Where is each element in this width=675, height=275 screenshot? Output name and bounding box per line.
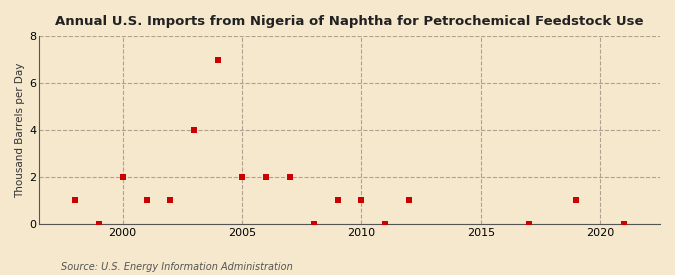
Point [332, 198, 343, 203]
Title: Annual U.S. Imports from Nigeria of Naphtha for Petrochemical Feedstock Use: Annual U.S. Imports from Nigeria of Naph… [55, 15, 644, 28]
Point [213, 57, 223, 62]
Y-axis label: Thousand Barrels per Day: Thousand Barrels per Day [15, 62, 25, 198]
Point [93, 222, 104, 226]
Point [117, 175, 128, 179]
Point [165, 198, 176, 203]
Point [141, 198, 152, 203]
Point [261, 175, 271, 179]
Point [308, 222, 319, 226]
Point [380, 222, 391, 226]
Point [571, 198, 582, 203]
Point [189, 128, 200, 132]
Point [619, 222, 630, 226]
Text: Source: U.S. Energy Information Administration: Source: U.S. Energy Information Administ… [61, 262, 292, 272]
Point [523, 222, 534, 226]
Point [356, 198, 367, 203]
Point [237, 175, 248, 179]
Point [284, 175, 295, 179]
Point [70, 198, 80, 203]
Point [404, 198, 414, 203]
